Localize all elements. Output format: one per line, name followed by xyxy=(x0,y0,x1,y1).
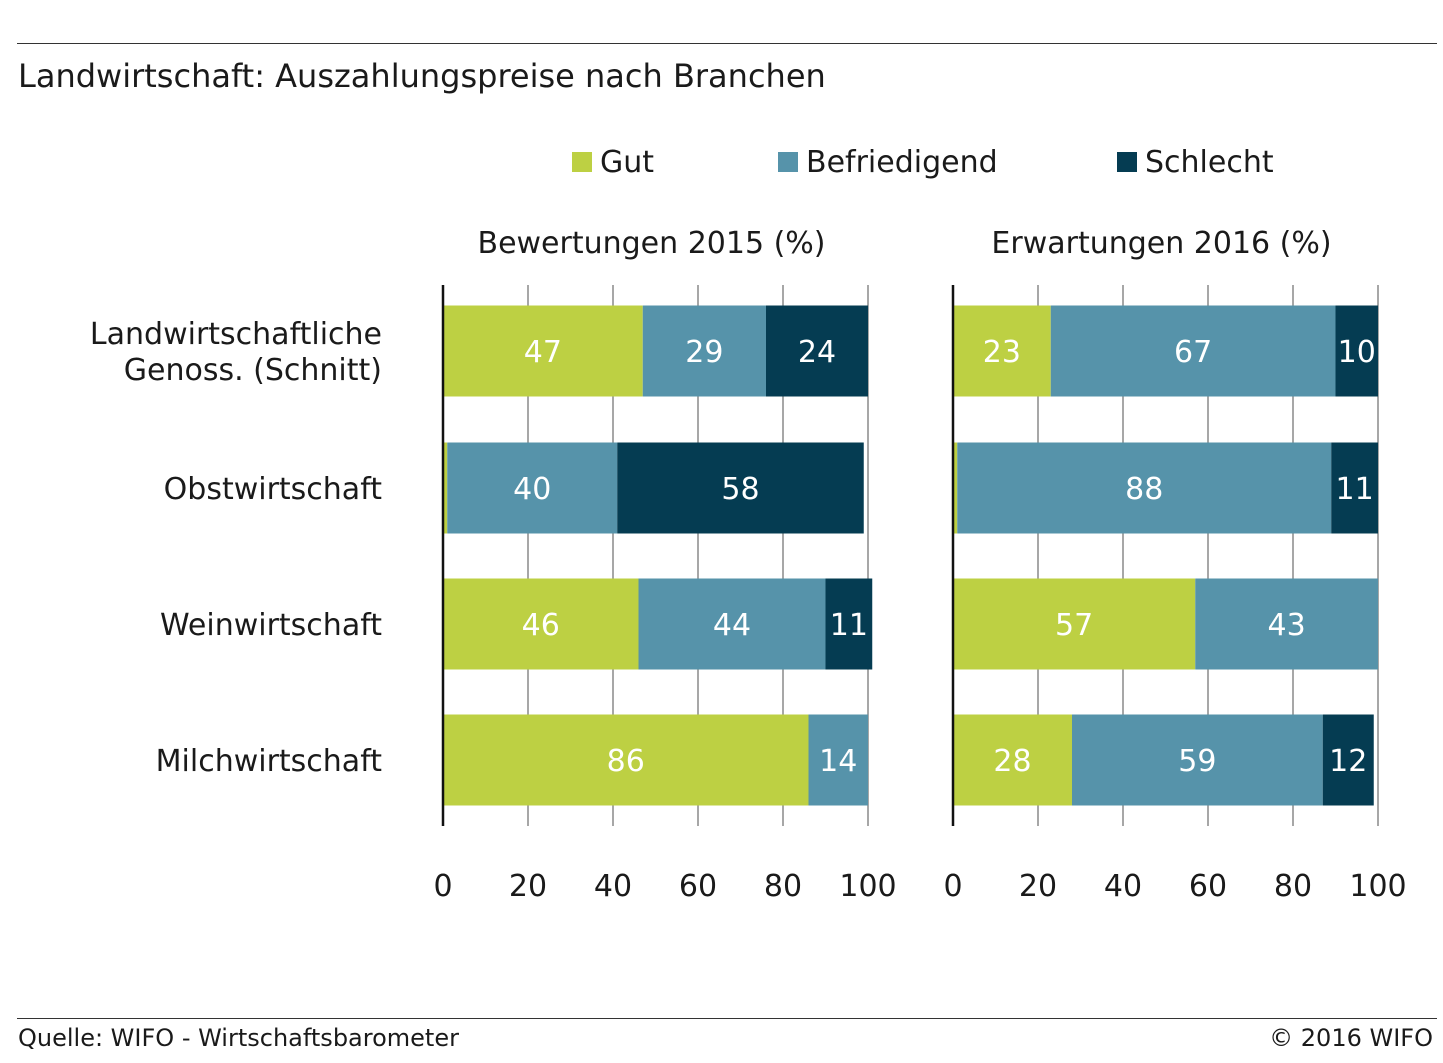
bar-p1-c2-gut xyxy=(443,442,448,534)
x-tick-label-p1-80: 80 xyxy=(764,869,802,904)
bar-p1-c3-befriedigend xyxy=(638,578,826,670)
legend-label-befriedigend: Befriedigend xyxy=(806,144,998,180)
legend-item-befriedigend: Befriedigend xyxy=(778,140,998,184)
bar-p2-c2-gut xyxy=(953,442,958,534)
category-label-1-line-1: Landwirtschaftliche xyxy=(90,317,382,352)
bar-p2-c4-gut xyxy=(953,714,1072,806)
x-tick-label-p2-40: 40 xyxy=(1104,869,1142,904)
data-label-p2-c3-gut: 57 xyxy=(1055,608,1093,643)
copyright-note: © 2016 WIFO xyxy=(1269,1024,1433,1052)
data-label-p1-c1-gut: 47 xyxy=(524,335,562,370)
category-label-2: Obstwirtschaft xyxy=(164,472,383,507)
x-tick-label-p2-60: 60 xyxy=(1189,869,1227,904)
data-label-p2-c4-gut: 28 xyxy=(993,744,1031,779)
data-label-p1-c4-gut: 86 xyxy=(607,744,645,779)
bar-p1-c3-schlecht xyxy=(825,578,873,670)
legend-item-schlecht: Schlecht xyxy=(1117,140,1274,184)
bar-p2-c3-befriedigend xyxy=(1195,578,1378,670)
x-tick-label-p1-100: 100 xyxy=(839,869,896,904)
legend-item-gut: Gut xyxy=(572,140,654,184)
bar-p1-c2-befriedigend xyxy=(447,442,618,534)
data-label-p2-c1-befriedigend: 67 xyxy=(1174,335,1212,370)
legend: Gut Befriedigend Schlecht xyxy=(0,140,1443,184)
data-label-p2-c1-schlecht: 10 xyxy=(1338,335,1376,370)
category-label-4: Milchwirtschaft xyxy=(156,744,383,779)
bar-p1-c1-gut xyxy=(443,305,643,397)
data-label-p1-c3-gut: 46 xyxy=(522,608,560,643)
legend-swatch-gut xyxy=(572,152,592,172)
legend-swatch-befriedigend xyxy=(778,152,798,172)
bar-p2-c1-gut xyxy=(953,305,1051,397)
x-tick-label-p2-80: 80 xyxy=(1274,869,1312,904)
data-label-p1-c3-schlecht: 11 xyxy=(830,608,868,643)
category-label-1-line-2: Genoss. (Schnitt) xyxy=(124,353,382,388)
top-rule xyxy=(17,43,1437,44)
data-label-p2-c2-befriedigend: 88 xyxy=(1125,472,1163,507)
legend-swatch-schlecht xyxy=(1117,152,1137,172)
x-tick-label-p1-60: 60 xyxy=(679,869,717,904)
panel-title-2: Erwartungen 2016 (%) xyxy=(991,226,1331,261)
x-tick-label-p1-40: 40 xyxy=(594,869,632,904)
data-label-p2-c3-befriedigend: 43 xyxy=(1268,608,1306,643)
bar-p2-c3-gut xyxy=(953,578,1196,670)
x-tick-label-p2-0: 0 xyxy=(943,869,962,904)
data-label-p1-c1-schlecht: 24 xyxy=(798,335,836,370)
data-label-p1-c2-schlecht: 58 xyxy=(721,472,759,507)
x-tick-label-p1-0: 0 xyxy=(433,869,452,904)
data-label-p1-c4-befriedigend: 14 xyxy=(819,744,857,779)
bottom-rule xyxy=(17,1018,1437,1019)
data-label-p2-c4-befriedigend: 59 xyxy=(1178,744,1216,779)
bar-p2-c1-befriedigend xyxy=(1050,305,1336,397)
bar-p1-c2-schlecht xyxy=(617,442,864,534)
bar-p1-c1-befriedigend xyxy=(642,305,766,397)
data-label-p1-c3-befriedigend: 44 xyxy=(713,608,751,643)
x-tick-label-p1-20: 20 xyxy=(509,869,547,904)
bar-p1-c3-gut xyxy=(443,578,639,670)
source-note: Quelle: WIFO - Wirtschaftsbarometer xyxy=(18,1024,459,1052)
bar-p2-c2-schlecht xyxy=(1331,442,1378,534)
bar-p1-c4-befriedigend xyxy=(808,714,868,806)
bar-p1-c1-schlecht xyxy=(766,305,868,397)
bar-p1-c4-gut xyxy=(443,714,809,806)
bar-p2-c1-schlecht xyxy=(1335,305,1378,397)
x-tick-label-p2-100: 100 xyxy=(1349,869,1406,904)
bar-p2-c4-schlecht xyxy=(1322,714,1374,806)
data-label-p2-c4-schlecht: 12 xyxy=(1329,744,1367,779)
data-label-p1-c2-befriedigend: 40 xyxy=(513,472,551,507)
data-label-p1-c1-befriedigend: 29 xyxy=(685,335,723,370)
panel-title-1: Bewertungen 2015 (%) xyxy=(477,226,825,261)
category-label-3: Weinwirtschaft xyxy=(160,608,382,643)
chart-title: Landwirtschaft: Auszahlungspreise nach B… xyxy=(18,57,826,95)
bar-p2-c4-befriedigend xyxy=(1072,714,1323,806)
legend-label-schlecht: Schlecht xyxy=(1145,144,1274,180)
bar-p2-c2-befriedigend xyxy=(957,442,1332,534)
data-label-p2-c1-gut: 23 xyxy=(983,335,1021,370)
legend-label-gut: Gut xyxy=(600,144,655,180)
data-label-p2-c2-schlecht: 11 xyxy=(1336,472,1374,507)
x-tick-label-p2-20: 20 xyxy=(1019,869,1057,904)
